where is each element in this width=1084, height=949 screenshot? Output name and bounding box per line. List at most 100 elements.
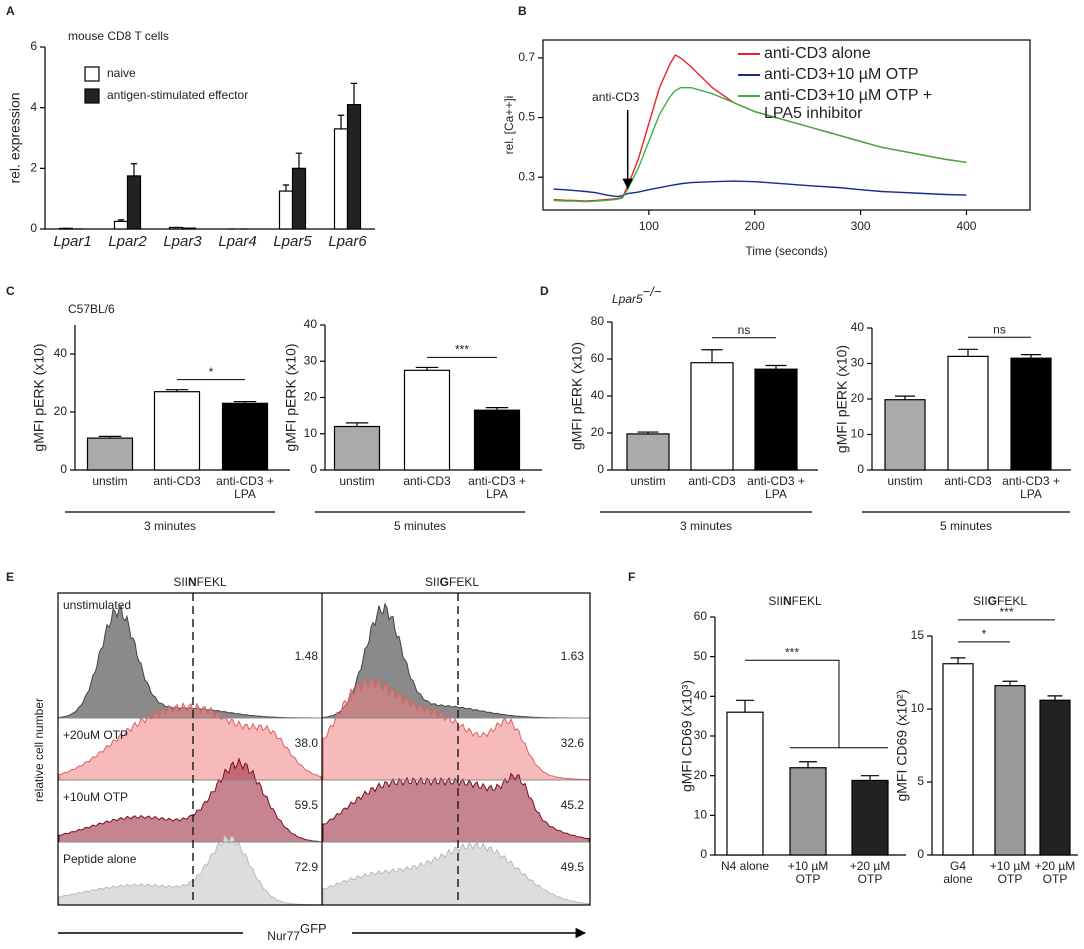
y-tick-label: 60 (591, 351, 605, 365)
legend-swatch (84, 66, 100, 82)
x-tick-label: G4 alone (943, 859, 973, 887)
y-tick-label: 0.7 (518, 50, 535, 64)
y-tick-label: 40 (54, 346, 68, 360)
row-label: unstimulated (63, 598, 131, 612)
x-tick-label: 300 (851, 219, 871, 233)
y-tick-label: 40 (694, 689, 708, 703)
annotation-text: anti-CD3 (592, 90, 640, 104)
error-bar (799, 761, 817, 768)
error-bar (701, 349, 723, 363)
x-tick-label: 200 (745, 219, 765, 233)
text-part: G (440, 575, 449, 589)
bar (1039, 699, 1071, 856)
bar (278, 190, 294, 230)
bar (851, 779, 889, 856)
y-axis-label: gMFI pERK (x10) (834, 345, 850, 453)
column-title: SIINFEKL (173, 575, 227, 589)
bar (333, 425, 381, 471)
gate-percent: 1.48 (295, 649, 319, 663)
y-tick-label: 0 (857, 462, 864, 476)
bar (113, 220, 129, 230)
x-tick-label: 100 (639, 219, 659, 233)
y-tick-label: 0.5 (518, 110, 535, 124)
x-tick-label: +10 µM OTP (989, 859, 1031, 887)
bar (1010, 357, 1052, 471)
error-bar (1047, 695, 1063, 701)
bar (994, 685, 1026, 856)
y-tick-label: 0.3 (518, 169, 535, 183)
group-label: 3 minutes (144, 519, 196, 533)
y-tick-label: 20 (591, 425, 605, 439)
text-part: SII (768, 594, 783, 608)
plot-frame (542, 39, 1031, 211)
panel-letter: E (6, 570, 14, 584)
bar (153, 391, 201, 471)
chart-title: SIIGFEKL (973, 594, 1027, 608)
y-tick-label: 50 (694, 649, 708, 663)
x-tick-label: N4 alone (720, 859, 770, 873)
x-tick-label: anti-CD3 + LPA (216, 474, 274, 502)
bar (126, 175, 142, 230)
error-bar (950, 657, 966, 664)
bar (754, 368, 798, 471)
y-tick-label: 5 (917, 774, 924, 788)
y-tick-label: 30 (694, 728, 708, 742)
series-line (553, 87, 967, 203)
bar (789, 767, 827, 856)
column-title: SIIGFEKL (425, 575, 479, 589)
significance-label: *** (455, 343, 469, 357)
significance-label: ns (993, 322, 1006, 336)
legend-label: anti-CD3 alone (764, 45, 871, 62)
y-tick-label: 10 (851, 427, 865, 441)
x-axis-label: Time (seconds) (745, 244, 827, 258)
error-bar (765, 364, 787, 370)
panel-letter: F (628, 570, 635, 584)
legend-swatch (84, 88, 100, 104)
error-bar (282, 184, 290, 192)
y-tick-label: 0 (30, 221, 37, 235)
y-tick-label: 10 (304, 426, 318, 440)
bar (942, 663, 974, 856)
y-axis-label: gMFI pERK (x10) (31, 343, 47, 451)
text-part: FEKL (792, 594, 822, 608)
y-tick-label: 4 (30, 100, 37, 114)
text-part: SII (173, 575, 188, 589)
gate-percent: 38.0 (295, 736, 319, 750)
error-bar (295, 152, 303, 169)
panel-letter: B (518, 4, 527, 18)
y-axis-label: gMFI pERK (x10) (569, 342, 585, 450)
error-bar (165, 389, 189, 392)
y-axis-label: gMFI CD69 (x10²) (894, 689, 910, 801)
gate-percent: 32.6 (561, 736, 585, 750)
histogram (58, 604, 322, 719)
legend-label: naive (107, 66, 136, 80)
error-bar (736, 699, 754, 713)
x-tick-label: unstim (887, 474, 923, 488)
bar (333, 128, 349, 230)
y-tick-label: 80 (591, 314, 605, 328)
y-tick-label: 20 (304, 390, 318, 404)
histogram (322, 675, 590, 781)
legend-label: anti-CD3+10 µM OTP + LPA5 inhibitor (764, 87, 933, 122)
text-part: FEKL (997, 594, 1027, 608)
x-tick-label: unstim (92, 474, 128, 488)
y-tick-label: 0 (917, 847, 924, 861)
text-part: N (783, 594, 792, 608)
panel-letter: D (540, 284, 549, 298)
error-bar (1021, 354, 1041, 359)
bar (86, 437, 134, 471)
x-tick-label: anti-CD3 (944, 474, 992, 488)
x-tick-label: Lpar6 (328, 233, 367, 250)
y-tick-label: 40 (851, 320, 865, 334)
y-axis-label: relative cell number (32, 698, 46, 802)
histogram (322, 841, 590, 906)
bar (473, 409, 521, 471)
text-part: FEKL (449, 575, 479, 589)
histogram (58, 701, 322, 781)
bar (626, 433, 670, 471)
chart-title: SIINFEKL (768, 594, 822, 608)
y-axis-label: rel. expression (7, 92, 23, 183)
text-part: SII (425, 575, 440, 589)
significance-label: ns (738, 323, 751, 337)
